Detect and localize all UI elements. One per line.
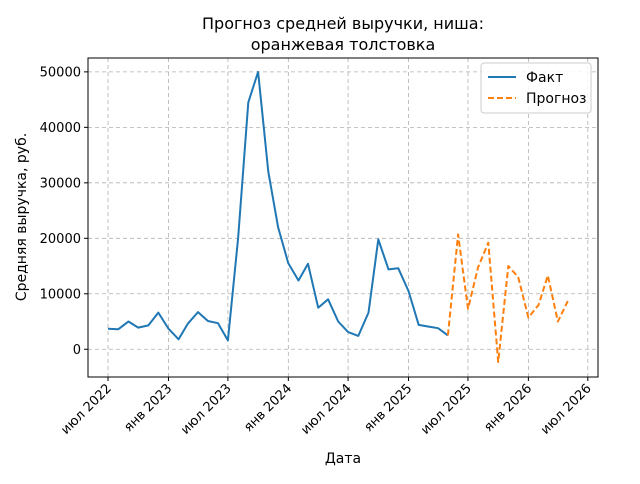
x-tick-label: янв 2024 xyxy=(241,381,295,435)
plot-frame xyxy=(87,57,599,378)
y-axis-label: Средняя выручка, руб. xyxy=(14,133,30,301)
x-tick-label: июл 2024 xyxy=(298,381,355,438)
chart-title-line1: Прогноз средней выручки, ниша: xyxy=(202,14,484,33)
chart-title-line2: оранжевая толстовка xyxy=(251,35,436,54)
y-tick-label: 10000 xyxy=(40,287,81,302)
legend-label-forecast: Прогноз xyxy=(526,91,587,107)
x-tick-label: июл 2022 xyxy=(58,381,115,438)
series-line-forecast xyxy=(446,233,569,363)
x-tick-label: янв 2025 xyxy=(361,381,415,435)
x-tick-label: июл 2023 xyxy=(178,381,235,438)
x-tick-label: июл 2026 xyxy=(538,381,595,438)
y-tick-label: 30000 xyxy=(40,176,81,191)
legend: Факт Прогноз xyxy=(480,62,592,114)
legend-box xyxy=(480,62,592,114)
x-axis-label: Дата xyxy=(325,451,361,467)
legend-label-fact: Факт xyxy=(526,70,563,86)
series-group xyxy=(107,70,569,363)
x-tick-label: июл 2025 xyxy=(418,381,475,438)
grid xyxy=(88,58,598,377)
series-line-fact xyxy=(107,70,449,342)
y-tick-label: 50000 xyxy=(40,65,81,80)
x-tick-label: янв 2026 xyxy=(481,381,535,435)
y-tick-label: 0 xyxy=(73,343,81,358)
y-tick-label: 40000 xyxy=(40,121,81,136)
y-tick-label: 20000 xyxy=(40,232,81,247)
x-tick-label: янв 2023 xyxy=(121,381,175,435)
